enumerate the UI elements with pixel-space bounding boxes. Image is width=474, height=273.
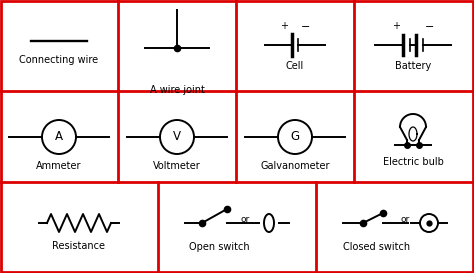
Text: V: V	[173, 130, 181, 144]
Text: −: −	[425, 22, 435, 32]
Text: −: −	[301, 22, 310, 32]
Text: or: or	[240, 215, 250, 224]
Text: Galvanometer: Galvanometer	[260, 161, 330, 171]
Text: Connecting wire: Connecting wire	[19, 55, 99, 65]
Text: Battery: Battery	[395, 61, 431, 71]
Text: Cell: Cell	[286, 61, 304, 71]
Text: G: G	[291, 130, 300, 144]
Text: +: +	[280, 21, 288, 31]
Text: +: +	[392, 21, 400, 31]
Text: Closed switch: Closed switch	[344, 242, 410, 252]
Text: or: or	[401, 215, 410, 224]
Text: Ammeter: Ammeter	[36, 161, 82, 171]
Text: A wire joint: A wire joint	[150, 85, 204, 95]
Text: Open switch: Open switch	[189, 242, 249, 252]
Text: Voltmeter: Voltmeter	[153, 161, 201, 171]
Text: Resistance: Resistance	[53, 241, 106, 251]
Text: Electric bulb: Electric bulb	[383, 157, 444, 167]
Text: A: A	[55, 130, 63, 144]
